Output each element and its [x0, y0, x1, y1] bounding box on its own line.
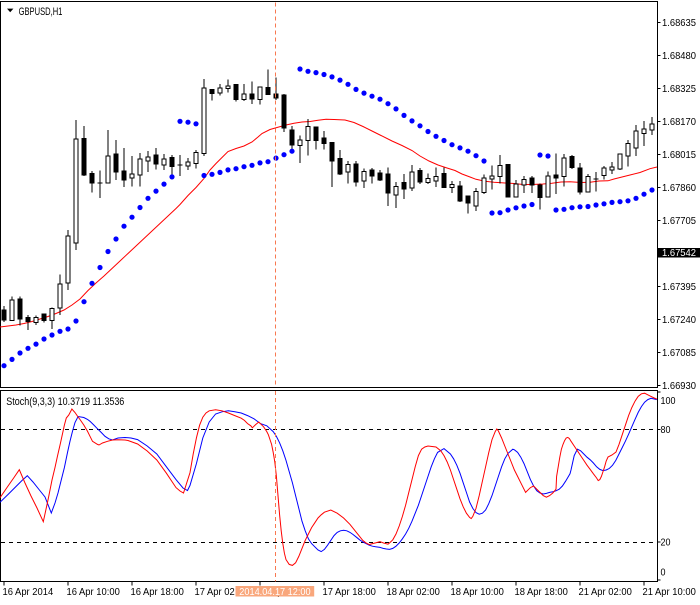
svg-text:18 Apr 02:00: 18 Apr 02:00: [387, 586, 440, 598]
svg-text:1.67240: 1.67240: [662, 314, 696, 326]
svg-text:100: 100: [661, 395, 676, 407]
svg-text:20: 20: [661, 537, 671, 549]
svg-text:0: 0: [661, 567, 666, 579]
svg-text:1.68635: 1.68635: [662, 17, 696, 29]
svg-text:1.68015: 1.68015: [662, 149, 696, 161]
svg-text:16 Apr 18:00: 16 Apr 18:00: [131, 586, 184, 598]
svg-text:17 Apr 18:00: 17 Apr 18:00: [323, 586, 376, 598]
svg-text:21 Apr 02:00: 21 Apr 02:00: [579, 586, 632, 598]
svg-text:1.67860: 1.67860: [662, 182, 696, 194]
svg-text:1.68325: 1.68325: [662, 83, 696, 95]
svg-text:21 Apr 10:00: 21 Apr 10:00: [643, 586, 696, 598]
svg-text:80: 80: [661, 424, 671, 436]
svg-text:18 Apr 10:00: 18 Apr 10:00: [451, 586, 504, 598]
svg-text:1.67705: 1.67705: [662, 215, 696, 227]
svg-text:GBPUSD,H1: GBPUSD,H1: [19, 6, 63, 18]
svg-text:1.66930: 1.66930: [662, 380, 696, 392]
svg-text:1.67085: 1.67085: [662, 347, 696, 359]
svg-text:1.67395: 1.67395: [662, 281, 696, 293]
svg-text:16 Apr 2014: 16 Apr 2014: [3, 586, 54, 598]
svg-text:18 Apr 18:00: 18 Apr 18:00: [515, 586, 568, 598]
svg-text:1.68170: 1.68170: [662, 116, 696, 128]
svg-text:17 Apr 02:00: 17 Apr 02:00: [195, 586, 248, 598]
svg-text:2014.04.17 12:00: 2014.04.17 12:00: [239, 586, 310, 598]
svg-text:16 Apr 10:00: 16 Apr 10:00: [67, 586, 120, 598]
svg-text:Stoch(9,3,3) 10.3719 11.3536: Stoch(9,3,3) 10.3719 11.3536: [6, 396, 124, 408]
svg-text:1.68480: 1.68480: [662, 50, 696, 62]
svg-text:1.67542: 1.67542: [662, 247, 696, 259]
